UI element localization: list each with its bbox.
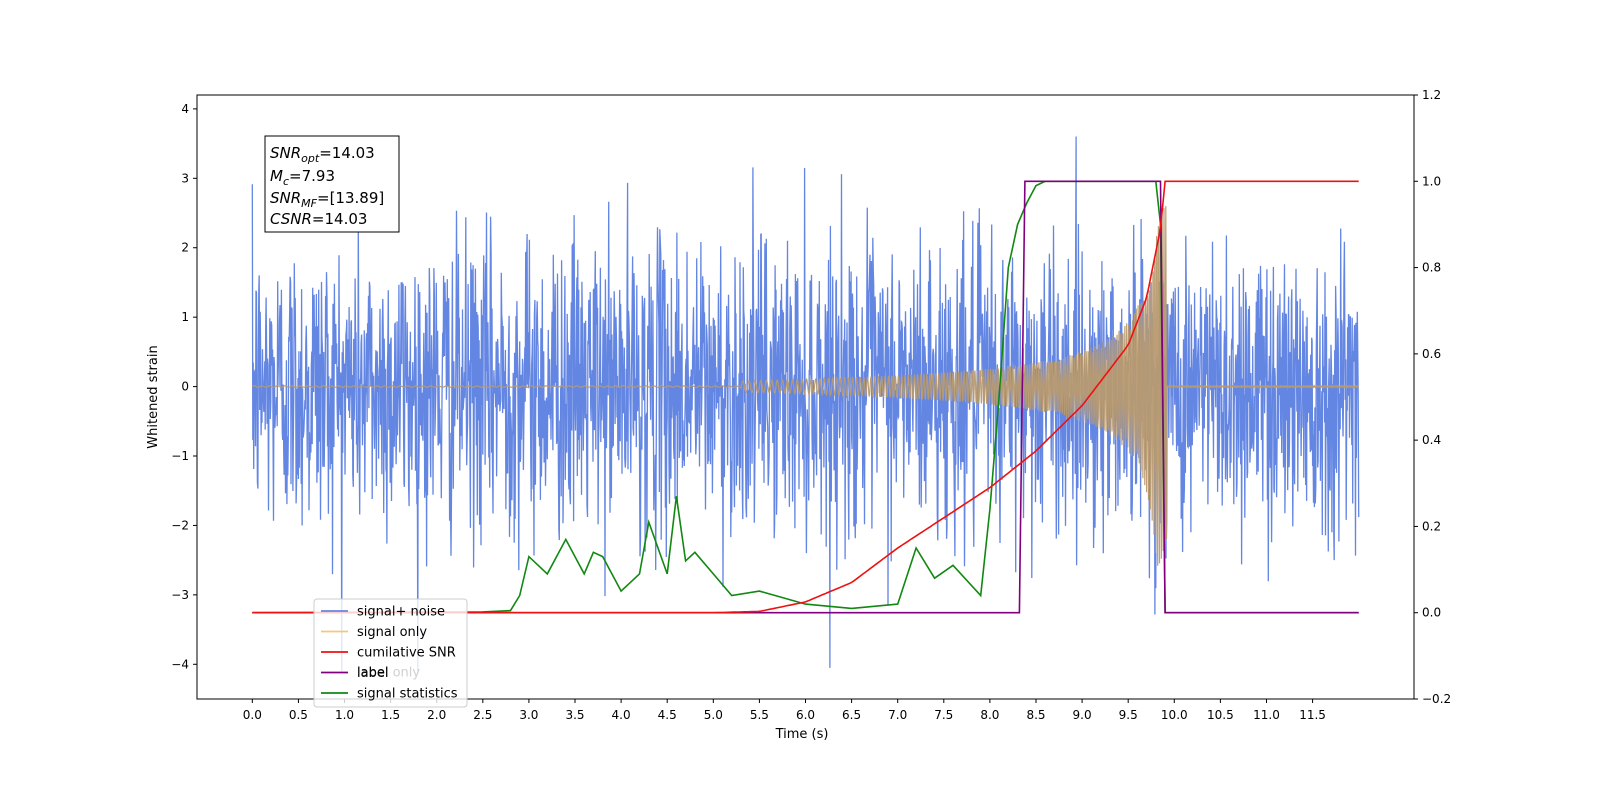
x-tick-label: 2.0 bbox=[427, 708, 446, 722]
y-right-tick-label: 0.4 bbox=[1422, 433, 1441, 447]
x-tick-label: 6.0 bbox=[796, 708, 815, 722]
x-tick-label: 6.5 bbox=[842, 708, 861, 722]
x-tick-label: 5.5 bbox=[750, 708, 769, 722]
x-tick-label: 4.5 bbox=[658, 708, 677, 722]
x-tick-label: 0.5 bbox=[289, 708, 308, 722]
y-left-tick-label: −4 bbox=[171, 657, 189, 671]
y-right-tick-label: 1.2 bbox=[1422, 88, 1441, 102]
y-axis-right: −0.2 0.0 0.2 0.4 0.6 0.8 1.0 1.2 bbox=[1414, 88, 1451, 706]
series-signal-noise bbox=[251, 136, 1360, 672]
y-axis-left: −4 −3 −2 −1 0 1 2 3 4 bbox=[171, 102, 197, 671]
x-tick-label: 11.0 bbox=[1253, 708, 1280, 722]
x-tick-label: 10.5 bbox=[1207, 708, 1234, 722]
y-right-tick-label: −0.2 bbox=[1422, 692, 1451, 706]
annotation-mc: Mc=7.93 bbox=[270, 167, 335, 188]
x-axis: 0.0 0.5 1.0 1.5 2.0 2.5 3.0 3.5 4.0 4.5 5.0 5.5 6.0 6… bbox=[243, 699, 1326, 722]
x-tick-label: 8.5 bbox=[1026, 708, 1045, 722]
x-axis-label: Time (s) bbox=[775, 727, 829, 742]
y-right-tick-label: 0.0 bbox=[1422, 606, 1441, 620]
legend-entries: signal+ noise signal only cumilative SNR la… bbox=[321, 605, 458, 702]
x-tick-label: 8.0 bbox=[980, 708, 999, 722]
x-tick-label: 1.0 bbox=[335, 708, 354, 722]
annotation-csnr: CSNR=14.03 bbox=[270, 210, 367, 228]
y-left-tick-label: 2 bbox=[181, 241, 189, 255]
x-tick-label: 7.5 bbox=[934, 708, 953, 722]
annotation-box: SNRopt=14.03 Mc=7.93 SNRMF=[13.89] CSNR=… bbox=[264, 135, 400, 233]
legend-label-ghost: label only bbox=[357, 666, 420, 681]
x-tick-label: 9.0 bbox=[1073, 708, 1092, 722]
x-tick-label: 3.0 bbox=[519, 708, 538, 722]
series-layer bbox=[251, 136, 1360, 672]
x-tick-label: 7.0 bbox=[888, 708, 907, 722]
y-left-tick-label: 4 bbox=[181, 102, 189, 116]
y-left-tick-label: −1 bbox=[171, 449, 189, 463]
legend-label: signal+ noise bbox=[357, 605, 445, 620]
legend-label: label bbox=[357, 666, 388, 681]
x-tick-label: 2.5 bbox=[473, 708, 492, 722]
x-tick-label: 11.5 bbox=[1299, 708, 1326, 722]
y-left-tick-label: 3 bbox=[181, 171, 189, 185]
series-label bbox=[252, 180, 1359, 614]
legend-label: signal statistics bbox=[357, 687, 458, 702]
y-left-tick-label: −3 bbox=[171, 588, 189, 602]
x-tick-label: 3.5 bbox=[565, 708, 584, 722]
y-left-tick-label: 0 bbox=[181, 380, 189, 394]
series-signal-only bbox=[252, 206, 1360, 566]
legend-label-label: label bbox=[357, 666, 388, 681]
x-tick-label: 0.0 bbox=[243, 708, 262, 722]
y-right-tick-label: 1.0 bbox=[1422, 174, 1441, 188]
legend-label: cumilative SNR bbox=[357, 646, 456, 661]
legend-label: signal only bbox=[357, 625, 427, 640]
y-right-tick-label: 0.8 bbox=[1422, 261, 1441, 275]
x-tick-label: 10.0 bbox=[1161, 708, 1188, 722]
series-signal-statistics bbox=[252, 180, 1359, 614]
annotation-snr-mf: SNRMF=[13.89] bbox=[270, 189, 384, 210]
x-tick-label: 9.5 bbox=[1119, 708, 1138, 722]
x-tick-label: 1.5 bbox=[381, 708, 400, 722]
x-tick-label: 4.0 bbox=[612, 708, 631, 722]
legend: signal+ noise signal only cumilative SNR la… bbox=[313, 598, 468, 708]
legend-frame bbox=[313, 598, 468, 708]
x-tick-label: 5.0 bbox=[704, 708, 723, 722]
y-left-tick-label: 1 bbox=[181, 310, 189, 324]
annotation-snr-opt: SNRopt=14.03 bbox=[270, 144, 375, 165]
y-axis-label: Whitened strain bbox=[146, 345, 161, 448]
y-right-tick-label: 0.6 bbox=[1422, 347, 1441, 361]
y-right-tick-label: 0.2 bbox=[1422, 519, 1441, 533]
y-left-tick-label: −2 bbox=[171, 518, 189, 532]
